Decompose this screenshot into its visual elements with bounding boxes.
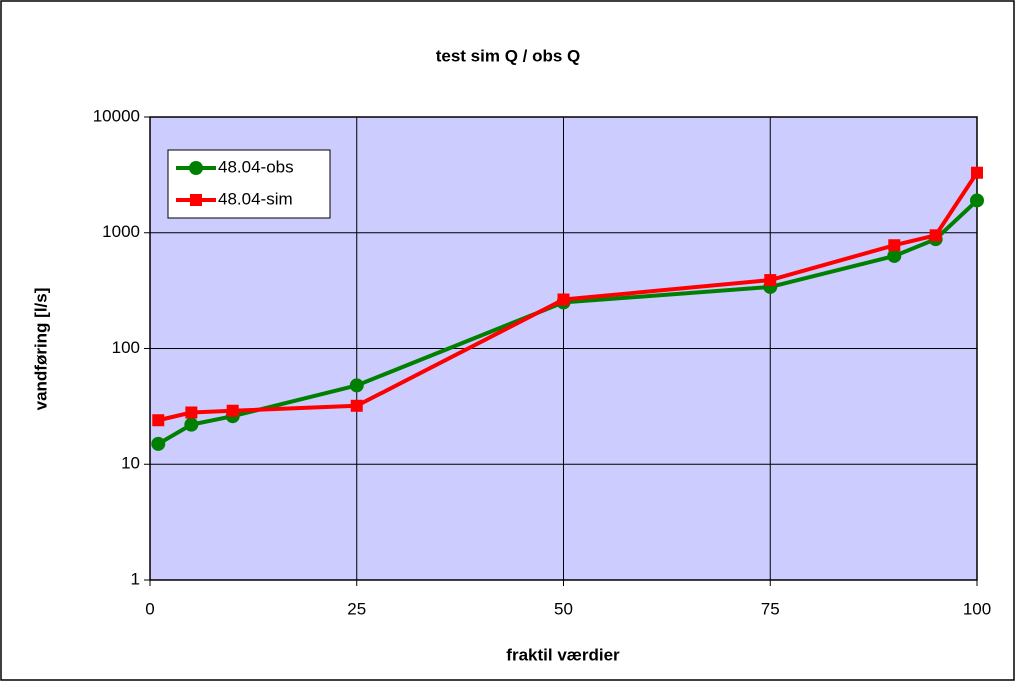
y-axis-label: vandføring [l/s] xyxy=(31,288,50,411)
data-point xyxy=(888,239,901,252)
data-point xyxy=(152,414,165,427)
y-tick-label: 1 xyxy=(131,569,140,588)
x-tick-label: 50 xyxy=(554,599,573,618)
data-point xyxy=(557,293,570,306)
data-point xyxy=(970,193,984,208)
data-point xyxy=(887,248,902,263)
data-point xyxy=(184,417,199,432)
y-tick-label: 1000 xyxy=(102,222,140,241)
legend-marker xyxy=(190,194,202,206)
data-point xyxy=(151,436,166,451)
data-point xyxy=(350,399,363,412)
y-tick-label: 10 xyxy=(121,454,140,473)
data-point xyxy=(226,404,239,417)
x-axis-label: fraktil værdier xyxy=(506,645,620,664)
x-tick-label: 100 xyxy=(963,599,991,618)
x-tick-label: 75 xyxy=(761,599,780,618)
y-tick-label: 10000 xyxy=(93,106,140,125)
y-tick-label: 100 xyxy=(112,338,140,357)
data-point xyxy=(971,166,983,179)
legend-marker xyxy=(189,161,203,175)
data-point xyxy=(185,406,198,419)
data-point xyxy=(349,378,364,393)
x-tick-label: 25 xyxy=(347,599,366,618)
legend-label: 48.04-sim xyxy=(218,189,293,208)
chart-title: test sim Q / obs Q xyxy=(436,46,581,65)
plot-border xyxy=(149,116,978,581)
legend: 48.04-obs 48.04-sim xyxy=(167,149,331,219)
legend-label: 48.04-obs xyxy=(218,157,294,176)
data-point xyxy=(929,229,942,242)
x-tick-label: 0 xyxy=(145,599,154,618)
data-point xyxy=(764,274,777,287)
